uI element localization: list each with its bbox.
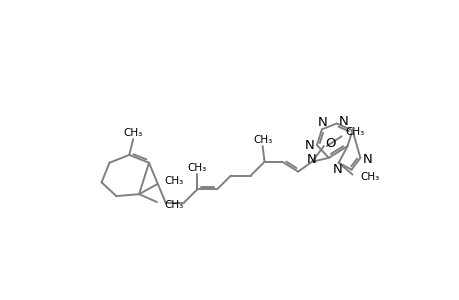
Text: N: N xyxy=(338,115,348,128)
Text: CH₃: CH₃ xyxy=(345,127,364,137)
Text: O: O xyxy=(325,136,335,150)
Text: CH₃: CH₃ xyxy=(164,176,184,186)
Text: CH₃: CH₃ xyxy=(187,163,207,173)
Text: N: N xyxy=(332,163,342,176)
Text: CH₃: CH₃ xyxy=(123,128,142,138)
Text: N: N xyxy=(304,139,314,152)
Text: CH₃: CH₃ xyxy=(252,135,272,145)
Text: N: N xyxy=(362,153,371,166)
Text: N: N xyxy=(317,116,327,129)
Text: CH₃: CH₃ xyxy=(164,200,184,210)
Text: CH₃: CH₃ xyxy=(359,172,379,182)
Text: N: N xyxy=(307,153,316,166)
